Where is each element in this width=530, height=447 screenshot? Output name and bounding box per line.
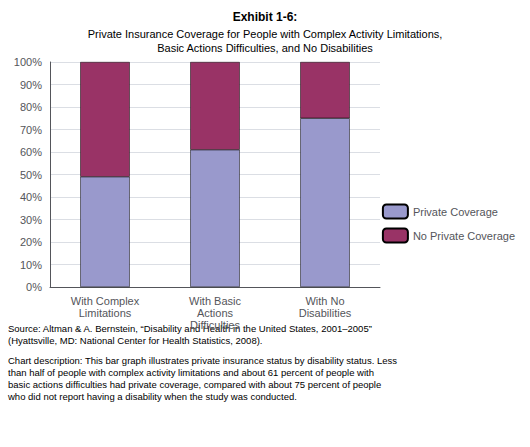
svg-text:40%: 40% bbox=[20, 191, 42, 203]
svg-text:Limitations: Limitations bbox=[79, 307, 132, 319]
svg-text:50%: 50% bbox=[20, 169, 42, 181]
svg-text:than half of people with compl: than half of people with complex activit… bbox=[8, 367, 374, 378]
svg-text:With Basic: With Basic bbox=[189, 295, 241, 307]
svg-text:Actions: Actions bbox=[197, 307, 234, 319]
svg-text:basic actions difficulties had: basic actions difficulties had private c… bbox=[8, 379, 381, 390]
svg-text:Basic Actions Difficulties, an: Basic Actions Difficulties, and No Disab… bbox=[157, 42, 373, 54]
svg-text:Disabilities: Disabilities bbox=[299, 307, 352, 319]
svg-text:60%: 60% bbox=[20, 146, 42, 158]
svg-text:100%: 100% bbox=[14, 56, 42, 68]
svg-text:No Private Coverage: No Private Coverage bbox=[413, 230, 515, 242]
svg-text:(Hyattsville, MD: National Cen: (Hyattsville, MD: National Center for He… bbox=[8, 335, 262, 346]
svg-text:0%: 0% bbox=[26, 281, 42, 293]
svg-text:10%: 10% bbox=[20, 259, 42, 271]
svg-text:With Complex: With Complex bbox=[71, 295, 140, 307]
svg-text:20%: 20% bbox=[20, 236, 42, 248]
svg-text:Private Coverage: Private Coverage bbox=[413, 206, 498, 218]
svg-text:Private Insurance Coverage for: Private Insurance Coverage for People wi… bbox=[88, 28, 443, 40]
svg-text:With No: With No bbox=[305, 295, 344, 307]
svg-text:who did not report having a di: who did not report having a disability w… bbox=[7, 391, 297, 402]
svg-text:Chart description: This bar gr: Chart description: This bar graph illust… bbox=[8, 355, 397, 366]
svg-text:90%: 90% bbox=[20, 79, 42, 91]
svg-text:Source: Altman & A. Bernstein,: Source: Altman & A. Bernstein, “Disabili… bbox=[8, 322, 372, 334]
svg-text:70%: 70% bbox=[20, 124, 42, 136]
svg-text:30%: 30% bbox=[20, 214, 42, 226]
svg-text:Exhibit 1-6:: Exhibit 1-6: bbox=[233, 10, 298, 24]
svg-text:80%: 80% bbox=[20, 101, 42, 113]
svg-text:Difficulties: Difficulties bbox=[190, 319, 240, 331]
